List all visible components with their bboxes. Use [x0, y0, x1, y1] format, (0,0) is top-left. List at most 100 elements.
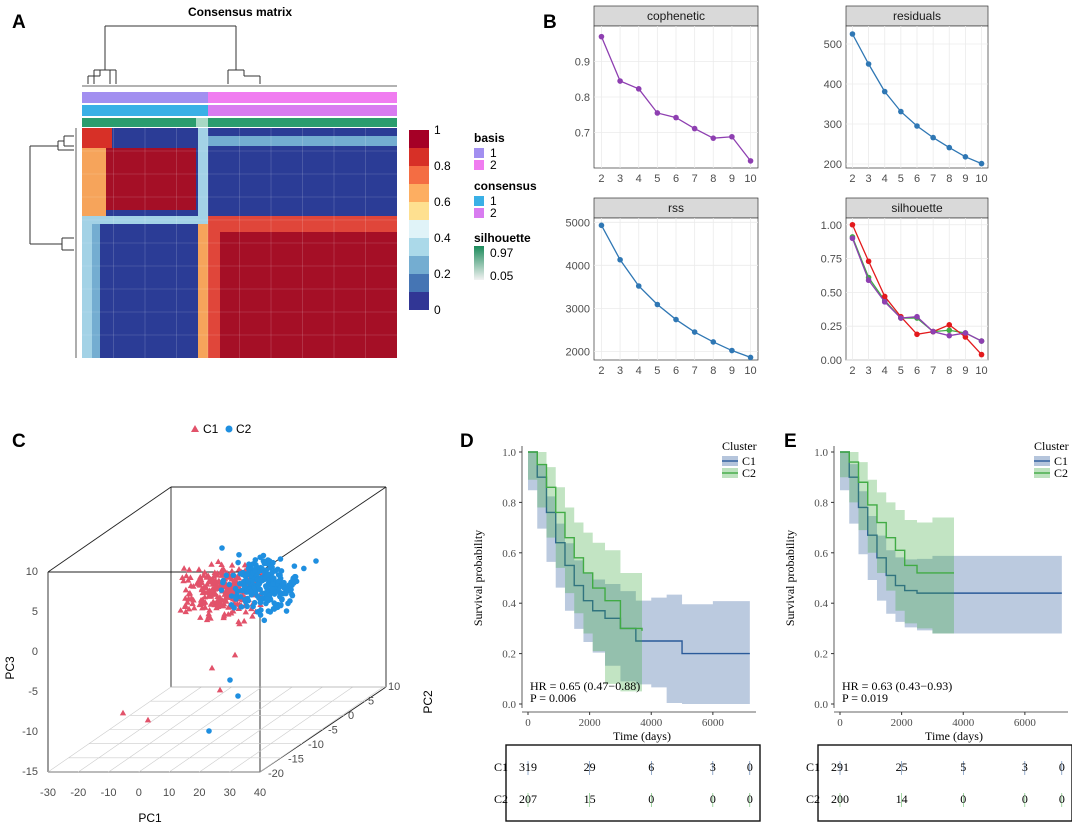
cube-edge: [47, 486, 172, 573]
km-legend-label-C1: C1: [742, 454, 756, 468]
risk-cell-C1: 0: [747, 760, 753, 774]
pc1-tick-label: 30: [224, 787, 236, 799]
risk-cell-C2: 0: [960, 792, 966, 806]
facet-ytick-label: 1.00: [821, 220, 842, 232]
facet-point-cophenetic: [691, 125, 698, 132]
scatter-c2-point: [288, 586, 294, 593]
colorbar-tick-label: 1: [434, 123, 441, 137]
scatter-c1-point: [202, 583, 209, 590]
facet-point-residuals: [881, 88, 888, 95]
scatter-c2-point: [283, 608, 290, 614]
scatter-c2-outlier: [227, 677, 233, 683]
facet-point-silhouette: [881, 293, 888, 300]
facet-xtick-label: 7: [692, 365, 698, 377]
scatter-c2-point: [239, 587, 245, 594]
facet-xtick-label: 3: [617, 365, 623, 377]
scatter-c1-point: [225, 604, 232, 610]
scatter-c1-point: [197, 596, 205, 603]
scatter-c2-point: [248, 588, 254, 595]
facet-point-silhouette: [914, 331, 920, 338]
scatter-c1-point: [201, 593, 209, 600]
km-curve-C2: [528, 451, 643, 631]
scatter-c2-point: [245, 579, 251, 586]
scatter-c2-point: [265, 608, 272, 614]
km-ytick-label: 0.2: [814, 649, 828, 661]
scatter-c1-point: [235, 605, 243, 611]
facet-xtick-label: 8: [710, 173, 716, 185]
scatter-c1-point: [210, 573, 218, 579]
heatmap-title: Consensus matrix: [188, 5, 292, 19]
facet-point-rss: [598, 222, 605, 229]
km-ytick-label: 1.0: [502, 447, 516, 459]
pc1-tick-label: 0: [136, 787, 142, 799]
km-hr-text: HR = 0.65 (0.47−0.88): [530, 679, 640, 693]
legend-silhouette-title: silhouette: [474, 231, 531, 245]
km-xtick-label: 2000: [579, 717, 602, 729]
scatter-c1-point: [187, 574, 194, 580]
km-ytick-label: 0.6: [814, 548, 828, 560]
colorbar-segment: [409, 130, 429, 148]
pc3-axis-label: PC3: [3, 656, 17, 680]
basis-track-1: [82, 92, 208, 103]
scatter-c2-outlier: [219, 545, 225, 551]
scatter-c2-point: [269, 585, 276, 592]
facet-xtick-label: 7: [692, 173, 698, 185]
risk-cell-C1: 3: [710, 760, 716, 774]
km-curve-C2: [840, 451, 954, 574]
scatter-c1-outlier: [208, 664, 216, 671]
scatter-c2-outlier: [313, 558, 319, 564]
scatter-c2-point: [244, 603, 250, 610]
facet-xtick-label: 5: [654, 365, 660, 377]
scatter-c1-point: [180, 565, 188, 571]
facet-xtick-label: 2: [849, 365, 855, 377]
pc1-tick-label: 20: [193, 787, 205, 799]
risk-cell-C1: 291: [831, 760, 849, 774]
facet-ytick-label: 500: [824, 39, 842, 51]
km-ci-band-C2: [528, 452, 642, 692]
legend-basis-label-2: 2: [490, 158, 497, 172]
heatmap-corner-cell: [82, 128, 112, 148]
facet-xtick-label: 10: [744, 365, 756, 377]
scatter-c2-point: [271, 600, 278, 606]
facet-xtick-label: 4: [636, 173, 642, 185]
scatter-c2-point: [254, 564, 260, 570]
risk-cell-C2: 15: [584, 792, 596, 806]
scatter-c2-point: [241, 583, 248, 590]
heatmap-left-strip-bottom-2: [92, 224, 100, 358]
facet-xtick-label: 3: [866, 173, 872, 185]
scatter-c1-point: [206, 592, 213, 598]
facet-xtick-label: 4: [882, 173, 888, 185]
facet-point-silhouette: [930, 328, 936, 335]
scatter-c1-outlier: [231, 651, 239, 658]
scatter-c2-point: [280, 584, 287, 591]
facet-point-silhouette: [898, 315, 904, 321]
facet-xtick-label: 9: [729, 365, 735, 377]
scatter-c1-point: [185, 605, 193, 612]
risk-cell-C2: 0: [747, 792, 753, 806]
scatter-c1-point: [206, 606, 213, 613]
scatter-c1-point: [225, 574, 233, 580]
colorbar-segment: [409, 238, 429, 256]
pc2-tick-label: 0: [348, 710, 354, 722]
km-legend-title: Cluster: [722, 439, 757, 453]
km-p-text: P = 0.019: [842, 691, 888, 705]
heatmap-left-strip-bottom: [82, 224, 92, 358]
colorbar-segment: [409, 292, 429, 310]
scatter-c2-point: [238, 604, 245, 610]
km-x-axis-label: Time (days): [925, 729, 983, 743]
scatter-c1-point: [197, 614, 204, 620]
legend-silhouette-gradient: [474, 246, 484, 280]
scatter-c1-point: [203, 616, 211, 623]
facet-ytick-label: 200: [824, 159, 842, 171]
km-ytick-label: 0.0: [502, 699, 516, 711]
scatter-c2-point: [277, 556, 284, 562]
facet-strip-label-rss: rss: [668, 201, 684, 215]
scatter-c1-point: [217, 601, 225, 608]
scatter-c1-point: [223, 586, 230, 592]
facet-point-silhouette: [865, 277, 872, 284]
scatter-c1-outlier: [144, 716, 152, 723]
scatter-c2-point: [235, 559, 241, 566]
risk-cell-C2: 0: [1059, 792, 1065, 806]
facet-ytick-label: 3000: [566, 303, 590, 315]
scatter-c1-point: [228, 562, 236, 568]
